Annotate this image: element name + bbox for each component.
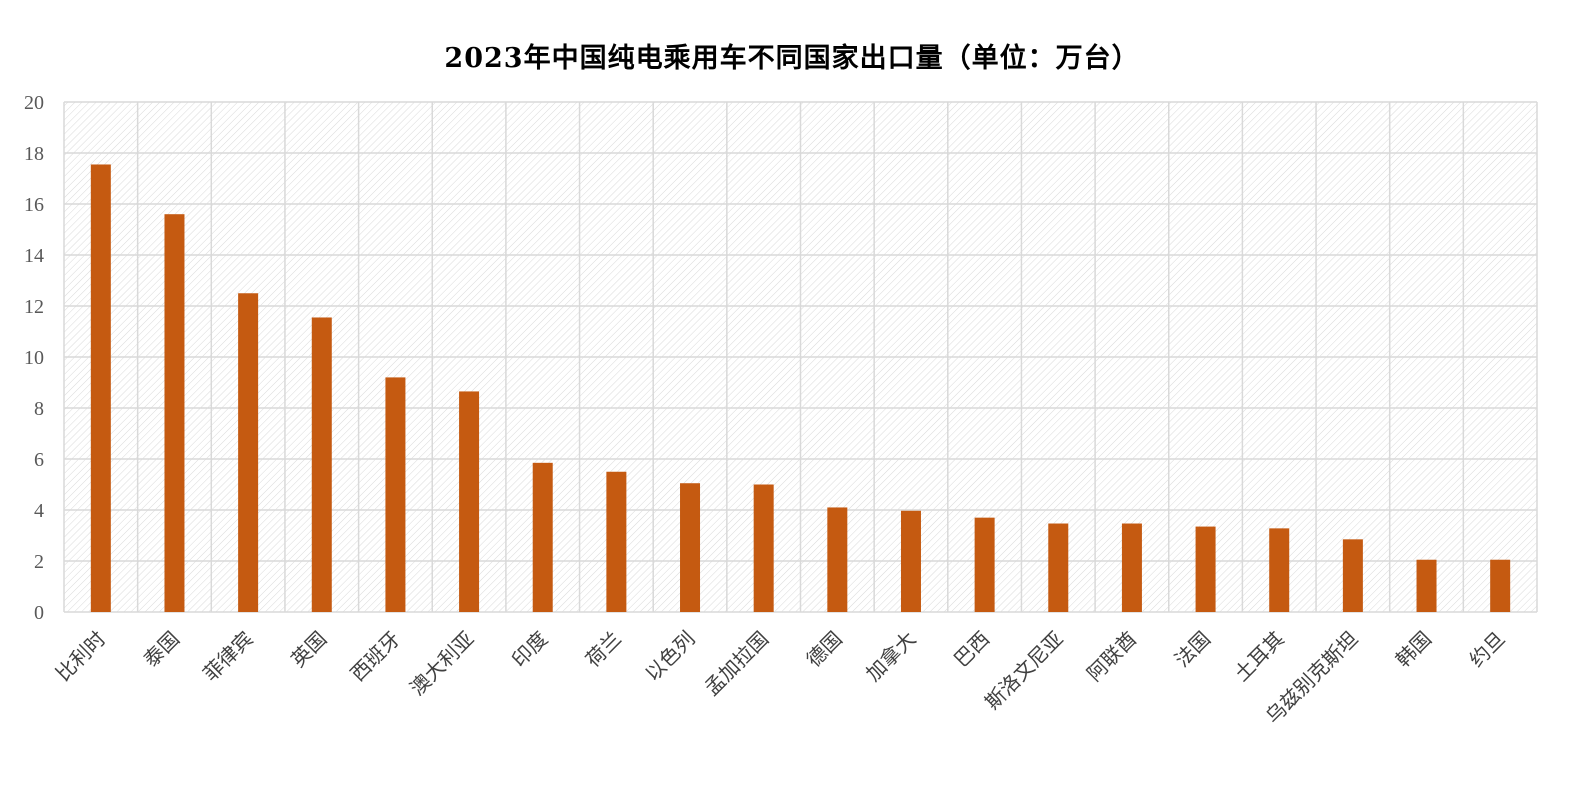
x-tick-label: 韩国 — [1391, 627, 1436, 672]
x-tick-label: 法国 — [1170, 627, 1215, 672]
bar — [827, 507, 848, 612]
x-tick-label: 约旦 — [1464, 627, 1509, 672]
x-tick-label: 菲律宾 — [198, 627, 257, 686]
x-tick-label: 土耳其 — [1229, 627, 1288, 686]
bar — [238, 293, 259, 612]
y-tick-label: 8 — [34, 398, 44, 420]
bar — [1342, 539, 1363, 612]
x-tick-label: 阿联酋 — [1082, 627, 1141, 686]
x-tick-label: 西班牙 — [346, 627, 405, 686]
x-tick-label: 德国 — [802, 627, 847, 672]
y-tick-label: 18 — [24, 143, 44, 165]
bar — [1121, 523, 1142, 612]
gridlines — [63, 101, 1538, 613]
bar — [1269, 528, 1290, 612]
bar — [1048, 523, 1069, 612]
bar — [459, 391, 480, 612]
y-tick-label: 0 — [34, 602, 44, 624]
x-tick-label: 加拿大 — [861, 627, 920, 686]
bar — [1490, 559, 1511, 612]
y-tick-label: 20 — [24, 92, 44, 114]
bar — [1195, 526, 1216, 612]
x-tick-label: 巴西 — [949, 627, 994, 672]
y-axis-ticks: 0 2 4 6 8 10 12 14 16 18 20 — [24, 92, 44, 624]
bar — [164, 214, 185, 612]
x-tick-label: 比利时 — [51, 627, 110, 686]
chart-title: 2023年中国纯电乘用车不同国家出口量（单位：万台） — [444, 43, 1140, 74]
y-tick-label: 4 — [34, 500, 44, 522]
y-tick-label: 6 — [34, 449, 44, 471]
bar — [900, 510, 921, 612]
x-tick-label: 澳大利亚 — [405, 627, 479, 701]
bar — [1416, 559, 1437, 612]
y-tick-label: 16 — [24, 194, 44, 216]
bars — [90, 164, 1511, 612]
bar — [680, 483, 701, 612]
x-tick-label: 印度 — [507, 627, 552, 672]
x-tick-label: 以色列 — [640, 627, 699, 686]
bar — [753, 484, 774, 612]
bar — [311, 317, 332, 612]
bar — [90, 164, 111, 612]
x-tick-label: 孟加拉国 — [700, 627, 774, 701]
bar — [606, 471, 627, 612]
x-axis-ticks: 比利时 泰国 菲律宾 英国 西班牙 澳大利亚 印度 荷兰 以色列 孟加拉国 德国 加拿大 巴西斯洛文尼亚… — [51, 627, 1510, 729]
bar — [385, 377, 406, 612]
y-tick-label: 10 — [24, 347, 44, 369]
bar — [532, 462, 553, 612]
y-tick-label: 2 — [34, 551, 44, 573]
bar — [974, 517, 995, 612]
y-tick-label: 14 — [24, 245, 44, 267]
x-tick-label: 英国 — [286, 627, 331, 672]
x-tick-label: 荷兰 — [581, 627, 626, 672]
x-tick-label: 斯洛文尼亚 — [980, 627, 1068, 715]
x-tick-label: 泰国 — [139, 627, 184, 672]
y-tick-label: 12 — [24, 296, 44, 318]
